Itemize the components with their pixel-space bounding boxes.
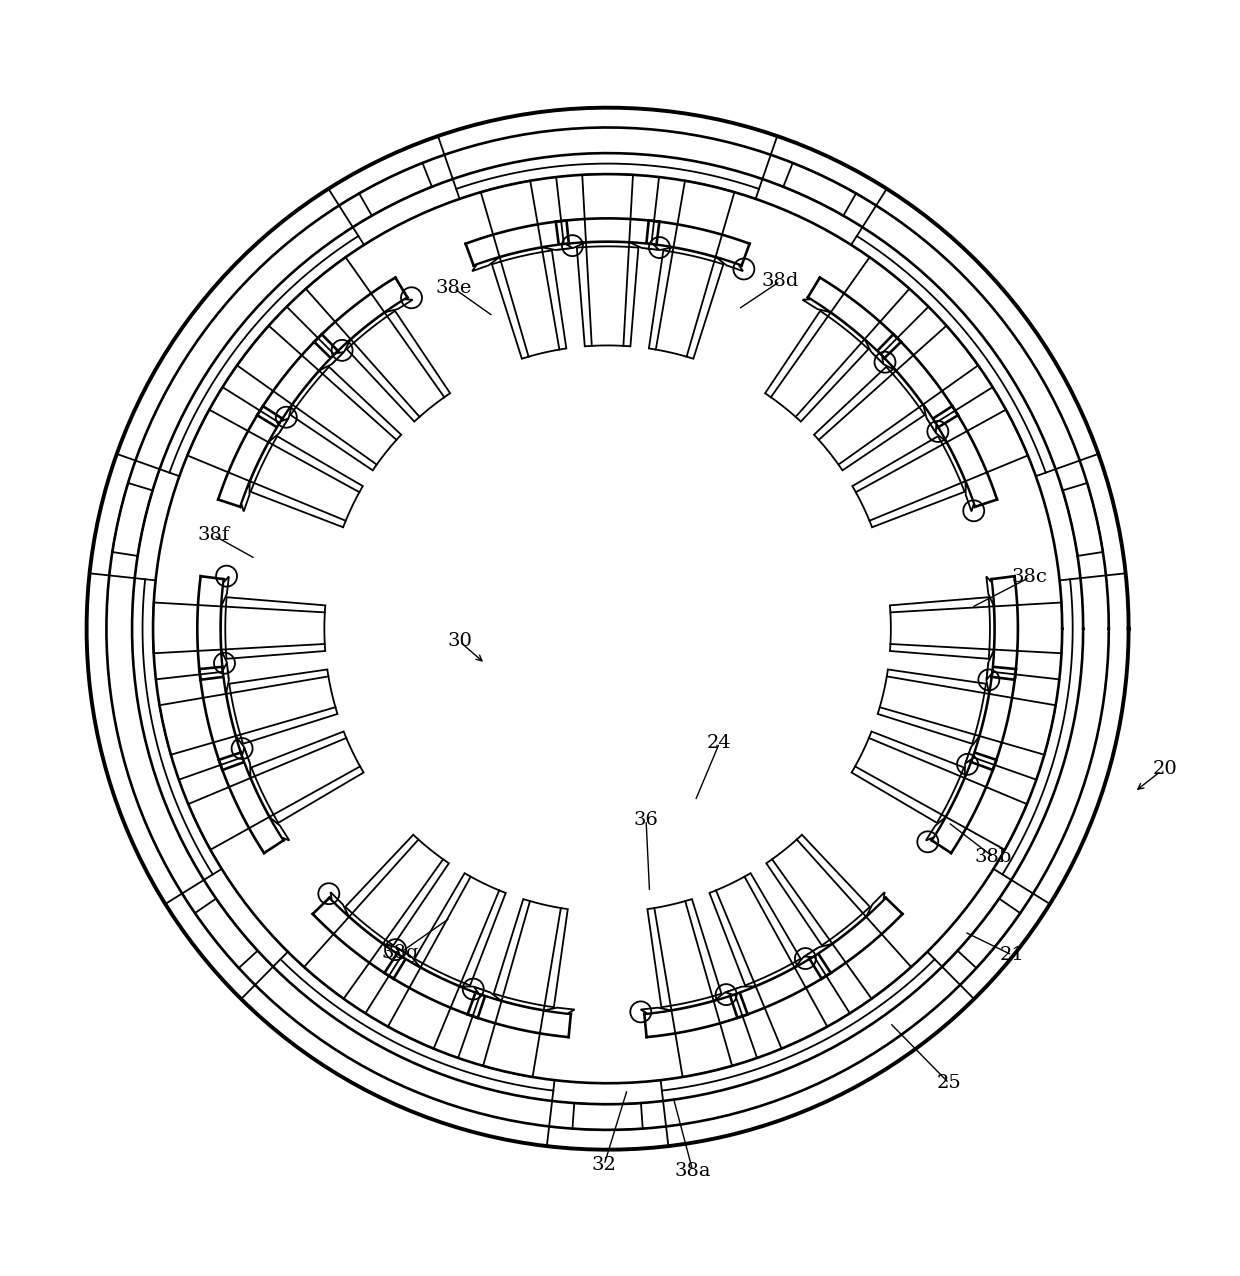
Polygon shape	[852, 731, 963, 823]
Polygon shape	[384, 300, 413, 313]
Polygon shape	[345, 835, 449, 946]
Text: 20: 20	[1152, 759, 1177, 777]
Polygon shape	[802, 300, 831, 313]
Polygon shape	[252, 731, 363, 823]
Polygon shape	[242, 481, 249, 512]
Polygon shape	[556, 242, 585, 250]
Polygon shape	[795, 948, 818, 967]
Polygon shape	[852, 436, 965, 527]
Polygon shape	[647, 900, 722, 1007]
Polygon shape	[642, 244, 673, 250]
Polygon shape	[805, 944, 832, 957]
Polygon shape	[474, 986, 501, 1000]
Polygon shape	[714, 986, 742, 1000]
Text: 25: 25	[936, 1074, 961, 1092]
Text: 21: 21	[999, 946, 1024, 965]
Polygon shape	[965, 748, 973, 777]
Polygon shape	[221, 577, 229, 606]
Polygon shape	[542, 244, 573, 250]
Polygon shape	[630, 242, 660, 250]
Polygon shape	[460, 986, 490, 995]
Polygon shape	[987, 649, 994, 680]
Polygon shape	[229, 670, 337, 744]
Polygon shape	[383, 944, 410, 957]
Polygon shape	[236, 736, 249, 763]
Polygon shape	[290, 367, 402, 471]
Polygon shape	[414, 873, 506, 985]
Text: 38b: 38b	[975, 849, 1012, 866]
Text: 38e: 38e	[435, 279, 472, 297]
Polygon shape	[924, 404, 936, 433]
Polygon shape	[813, 367, 925, 471]
Polygon shape	[226, 597, 325, 658]
Polygon shape	[872, 352, 895, 370]
Polygon shape	[766, 835, 870, 946]
Polygon shape	[926, 817, 946, 841]
Polygon shape	[709, 873, 801, 985]
Polygon shape	[492, 250, 567, 359]
Polygon shape	[867, 892, 884, 916]
Polygon shape	[966, 481, 973, 512]
Polygon shape	[397, 948, 420, 967]
Polygon shape	[928, 419, 946, 441]
Text: 32: 32	[591, 1156, 616, 1174]
Polygon shape	[331, 892, 348, 916]
Polygon shape	[269, 419, 288, 441]
Text: 30: 30	[448, 633, 472, 651]
Text: 38a: 38a	[675, 1161, 711, 1180]
Polygon shape	[878, 670, 986, 744]
Polygon shape	[279, 404, 291, 433]
Polygon shape	[269, 817, 289, 841]
Polygon shape	[986, 577, 994, 606]
Polygon shape	[966, 736, 980, 763]
Polygon shape	[223, 664, 229, 694]
Text: 38f: 38f	[197, 527, 229, 545]
Polygon shape	[221, 649, 228, 680]
Polygon shape	[250, 436, 363, 527]
Polygon shape	[332, 339, 351, 364]
Text: 38d: 38d	[761, 272, 799, 291]
Polygon shape	[986, 664, 992, 694]
Polygon shape	[715, 258, 743, 272]
Polygon shape	[494, 900, 568, 1007]
Text: 24: 24	[707, 734, 732, 752]
Polygon shape	[864, 339, 883, 364]
Polygon shape	[765, 311, 868, 421]
Polygon shape	[472, 258, 500, 272]
Text: 38g: 38g	[382, 944, 419, 962]
Polygon shape	[242, 748, 250, 777]
Polygon shape	[347, 311, 450, 421]
Polygon shape	[725, 986, 755, 995]
Polygon shape	[649, 250, 723, 359]
Polygon shape	[641, 1008, 671, 1013]
Polygon shape	[320, 352, 343, 370]
Text: 36: 36	[634, 810, 658, 829]
Polygon shape	[577, 246, 639, 346]
Polygon shape	[890, 597, 990, 658]
Text: 38c: 38c	[1012, 568, 1048, 587]
Polygon shape	[544, 1008, 574, 1013]
